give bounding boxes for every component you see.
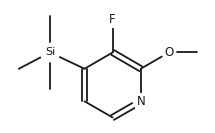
Text: N: N — [136, 95, 145, 108]
Text: Si: Si — [45, 47, 55, 57]
Text: F: F — [109, 13, 116, 26]
Text: O: O — [164, 46, 174, 59]
